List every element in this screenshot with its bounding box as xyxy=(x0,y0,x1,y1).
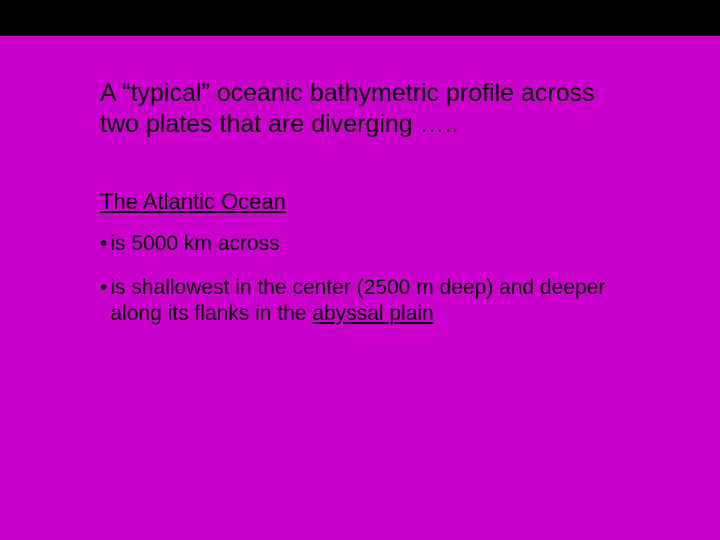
bullet-item: • is 5000 km across xyxy=(100,231,620,257)
bullet-text: is shallowest in the center (2500 m deep… xyxy=(110,275,620,328)
slide-body: A “typical” oceanic bathymetric profile … xyxy=(0,0,720,540)
slide-title: A “typical” oceanic bathymetric profile … xyxy=(100,78,620,141)
bullet-text: is 5000 km across xyxy=(110,231,279,257)
bullet-text-underlined: abyssal plain xyxy=(312,302,433,325)
bullet-item: • is shallowest in the center (2500 m de… xyxy=(100,275,620,328)
bullet-marker-icon: • xyxy=(100,275,107,328)
slide-subheading: The Atlantic Ocean xyxy=(100,189,620,215)
bullet-marker-icon: • xyxy=(100,231,107,257)
